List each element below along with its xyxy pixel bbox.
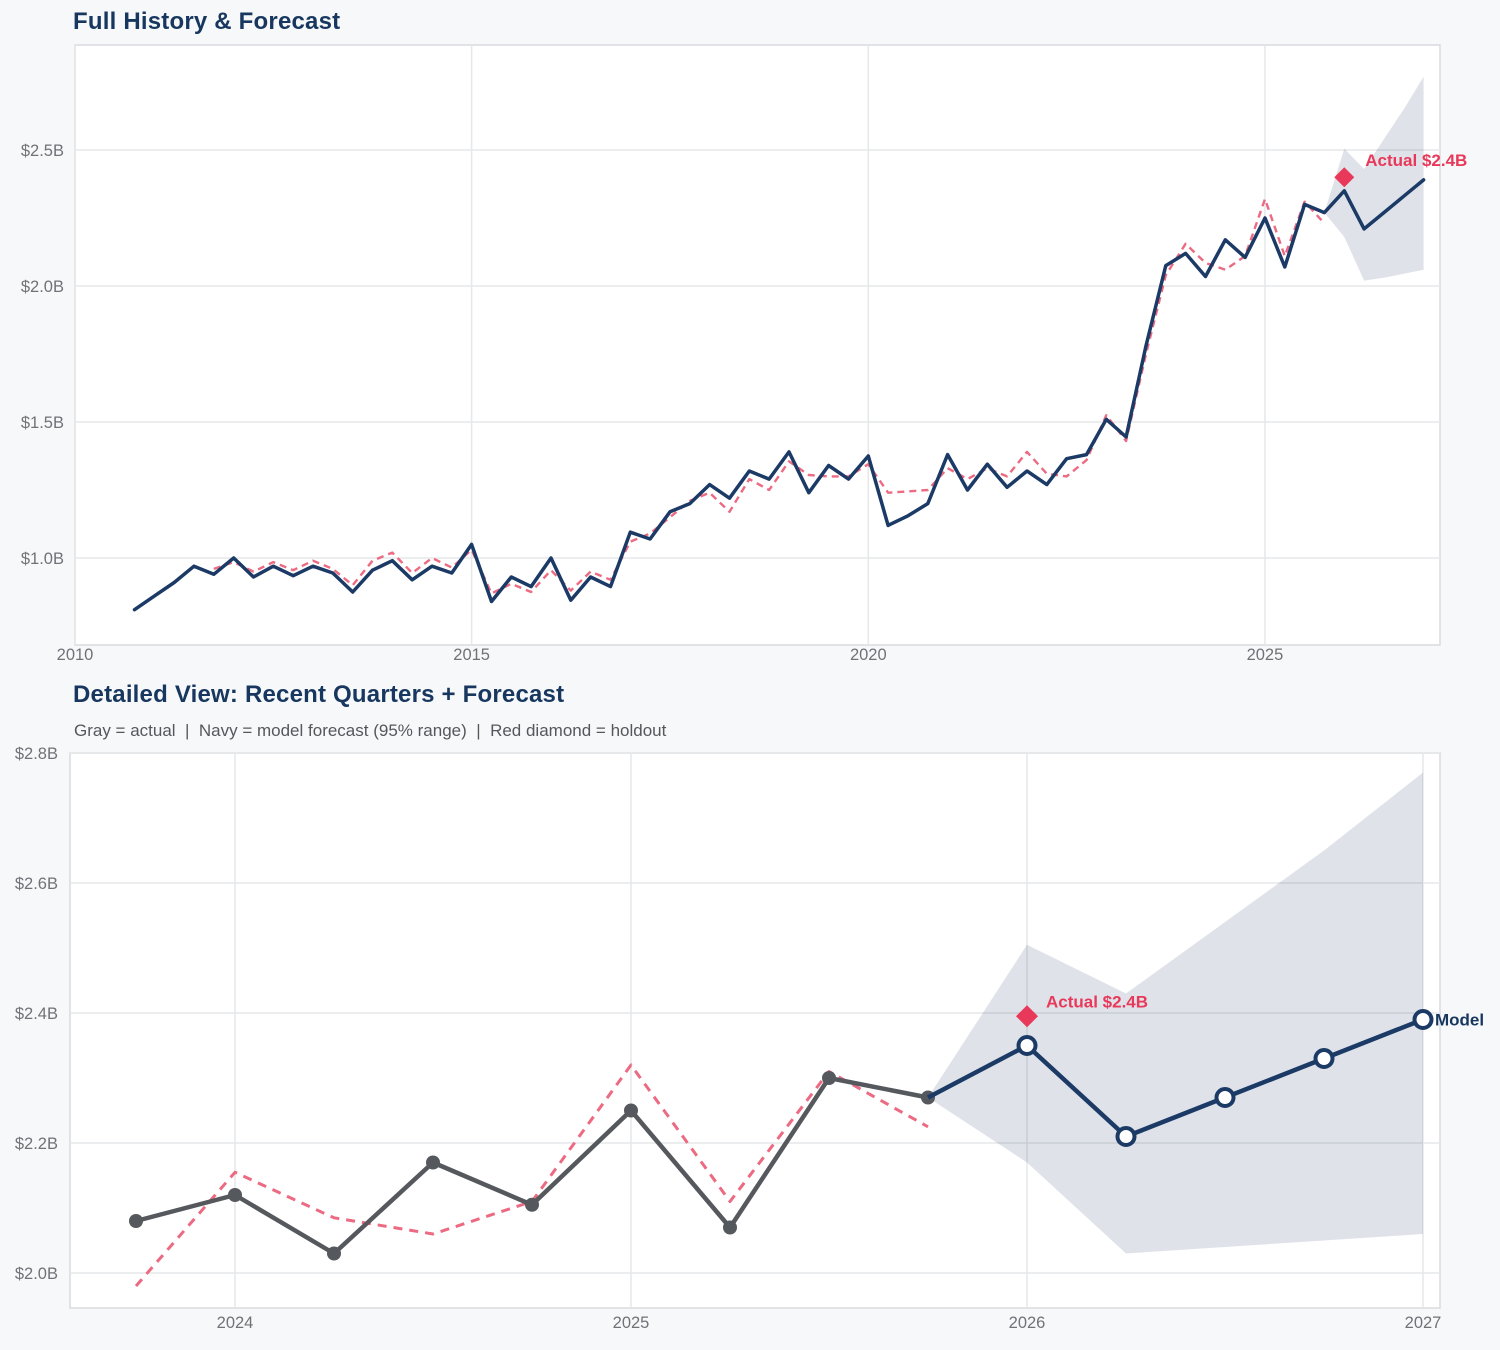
detailed-view-actual-point bbox=[624, 1103, 638, 1118]
detailed-view-actual-point bbox=[426, 1155, 440, 1170]
detailed-view-forecast-point bbox=[1016, 1035, 1038, 1056]
detailed-view-actual-point bbox=[723, 1220, 737, 1235]
detailed-view-forecast-band bbox=[928, 772, 1423, 1254]
full-history-y-tick-label: $1.5B bbox=[21, 414, 64, 432]
detailed-view-actual-point bbox=[228, 1188, 242, 1202]
detailed-view-x-tick-label: 2025 bbox=[613, 1314, 650, 1332]
detailed-view-chart-legend-subtitle: Gray = actual | Navy = model forecast (9… bbox=[74, 721, 667, 740]
full-history-x-tick-label: 2015 bbox=[453, 646, 490, 664]
detailed-view-forecast-point bbox=[1214, 1087, 1236, 1108]
detailed-view-x-tick-label: 2024 bbox=[217, 1314, 254, 1332]
full-history-plot-area bbox=[74, 44, 1441, 646]
full-history-forecast-band bbox=[1324, 76, 1424, 281]
detailed-view-plot-area bbox=[69, 752, 1441, 1309]
detailed-view-y-tick-label: $2.0B bbox=[15, 1265, 58, 1283]
detailed-view-chart-title: Detailed View: Recent Quarters + Forecas… bbox=[73, 681, 565, 708]
detailed-view-holdout-diamond-icon bbox=[1016, 1005, 1038, 1028]
detailed-view-forecast-point bbox=[1115, 1126, 1137, 1147]
full-history-x-tick-label: 2020 bbox=[850, 646, 887, 664]
detailed-view-forecast-line bbox=[926, 1017, 1424, 1139]
full-history-chart-title: Full History & Forecast bbox=[73, 8, 341, 35]
full-history-actual-line bbox=[132, 178, 1426, 612]
full-history-y-tick-label: $2.5B bbox=[21, 142, 64, 160]
full-history-holdout-diamond-icon bbox=[1334, 167, 1355, 188]
detailed-view-y-tick-label: $2.4B bbox=[15, 1005, 58, 1023]
detailed-view-forecast-point bbox=[1412, 1009, 1434, 1030]
detailed-view-x-tick-label: 2026 bbox=[1009, 1314, 1046, 1332]
full-history-y-tick-label: $2.0B bbox=[21, 278, 64, 296]
detailed-view-y-tick-label: $2.2B bbox=[15, 1135, 58, 1153]
detailed-view-y-tick-label: $2.6B bbox=[15, 875, 58, 893]
detailed-view-holdout-annotation-label: Actual $2.4B bbox=[1046, 992, 1148, 1011]
full-history-y-tick-label: $1.0B bbox=[21, 550, 64, 568]
detailed-view-actual-point bbox=[327, 1246, 341, 1261]
detailed-view-model-label: Model bbox=[1435, 1011, 1484, 1030]
full-history-holdout-annotation-label: Actual $2.4B bbox=[1365, 151, 1467, 170]
detailed-view-x-tick-label: 2027 bbox=[1405, 1314, 1442, 1332]
detailed-view-actual-point bbox=[525, 1197, 539, 1212]
detailed-view-forecast-point bbox=[1313, 1048, 1335, 1069]
detailed-view-actual-point bbox=[822, 1071, 836, 1085]
full-history-x-tick-label: 2025 bbox=[1247, 646, 1284, 664]
full-history-x-tick-label: 2010 bbox=[57, 646, 94, 664]
detailed-view-actual-point bbox=[129, 1214, 143, 1228]
detailed-view-y-tick-label: $2.8B bbox=[15, 745, 58, 763]
